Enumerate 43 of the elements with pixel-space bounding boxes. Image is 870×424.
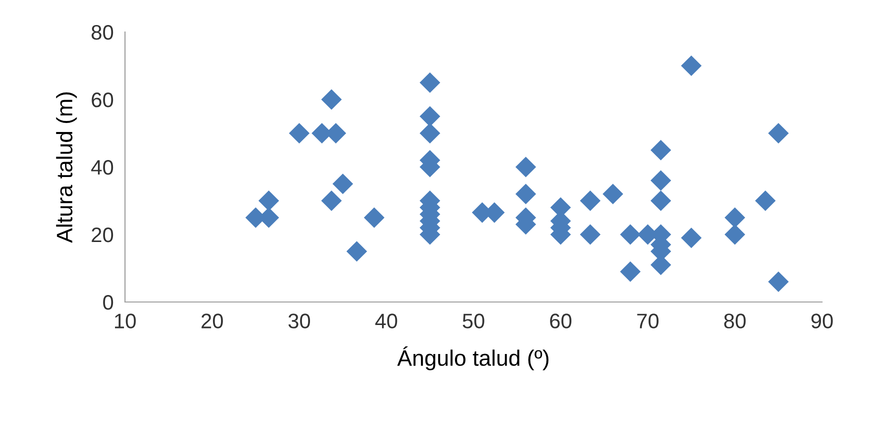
point xyxy=(364,207,384,228)
point xyxy=(332,174,354,194)
y-tick-label: 80 xyxy=(92,25,114,40)
x-tick-label: 70 xyxy=(637,314,659,328)
point xyxy=(346,241,368,262)
y-tick-label: 40 xyxy=(91,160,114,175)
x-tick-label: 10 xyxy=(115,314,136,328)
point xyxy=(321,190,342,212)
x-axis-title: Ángulo talud (º) xyxy=(397,346,548,370)
point xyxy=(515,184,536,204)
point xyxy=(681,228,702,248)
point xyxy=(755,190,776,212)
point xyxy=(580,224,601,245)
x-tick-label: 80 xyxy=(724,314,746,328)
point xyxy=(580,190,601,212)
x-tick-label: 90 xyxy=(811,314,833,328)
point xyxy=(420,72,440,93)
x-tick-label: 20 xyxy=(202,314,223,328)
point xyxy=(420,122,440,144)
y-tick-label: 0 xyxy=(103,295,114,310)
point xyxy=(650,140,672,160)
point xyxy=(724,224,746,245)
point xyxy=(724,207,746,228)
y-axis-title: Altura talud (m) xyxy=(56,92,77,243)
point xyxy=(288,122,310,144)
x-tick-label: 30 xyxy=(288,314,310,328)
x-tick-label: 60 xyxy=(550,314,572,328)
y-tick-label: 60 xyxy=(92,92,114,108)
point xyxy=(515,156,536,178)
point xyxy=(620,224,641,245)
x-tick-label: 40 xyxy=(375,314,398,328)
point xyxy=(620,261,641,282)
point xyxy=(602,184,624,204)
point xyxy=(681,55,702,76)
point xyxy=(768,271,789,292)
point xyxy=(650,170,672,191)
point xyxy=(650,190,672,212)
point xyxy=(768,122,789,144)
point xyxy=(258,190,280,212)
point xyxy=(420,106,440,127)
point xyxy=(321,89,342,110)
x-tick-label: 50 xyxy=(462,314,484,328)
y-tick-label: 20 xyxy=(92,228,114,242)
